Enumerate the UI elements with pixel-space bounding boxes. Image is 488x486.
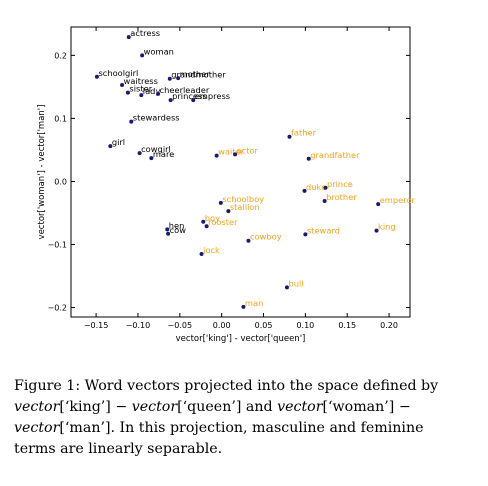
x-tick-label: 0.15: [338, 321, 356, 330]
point-label: stewardess: [133, 113, 180, 123]
y-tick-label: 0.0: [54, 177, 67, 186]
caption-text: . In this projection, masculine and femi…: [111, 420, 424, 436]
caption-math: vector: [14, 420, 59, 436]
caption-text: [‘man’]: [59, 420, 110, 436]
caption-text: [‘king’] −: [59, 399, 131, 415]
x-tick-label: 0.10: [296, 321, 314, 330]
point-label: woman: [144, 46, 174, 56]
point-label: grandfather: [310, 150, 360, 160]
point-label: brother: [326, 192, 357, 202]
y-tick-label: 0.1: [54, 114, 67, 123]
point-label: steward: [307, 225, 340, 235]
x-tick-label: 0.05: [255, 321, 273, 330]
x-tick-label: −0.05: [168, 321, 193, 330]
point-label: mother: [180, 69, 211, 79]
caption-text: and: [241, 399, 277, 415]
y-axis-label: vector['woman'] - vector['man']: [37, 105, 47, 240]
x-tick-label: −0.10: [126, 321, 151, 330]
point-label: girl: [112, 137, 125, 147]
scatter-chart: −0.15 −0.10 −0.05 0.00 0.05 0.10 0.15 0.20 0.2 0.…: [0, 0, 488, 370]
x-tick-label: −0.15: [84, 321, 109, 330]
caption-text: [‘queen’]: [177, 399, 241, 415]
y-tick-label: −0.2: [48, 304, 67, 313]
figure-caption: Figure 1: Word vectors projected into th…: [14, 376, 476, 460]
y-tick-label: 0.2: [54, 51, 67, 60]
x-tick-label: 0.00: [213, 321, 231, 330]
caption-line-3: vector[‘man’]. In this projection, mascu…: [14, 418, 476, 439]
point-label: king: [378, 222, 396, 232]
point-label: emperor: [380, 195, 416, 205]
caption-math: vector: [277, 399, 322, 415]
point-label: father: [291, 128, 317, 138]
caption-math: vector: [132, 399, 177, 415]
point-label: actor: [237, 145, 259, 155]
x-tick-label: 0.20: [380, 321, 398, 330]
caption-math: vector: [14, 399, 59, 415]
point-label: mare: [153, 149, 175, 159]
point-label: actress: [130, 28, 160, 38]
point-label: empress: [195, 91, 230, 101]
x-axis-label: vector['king'] - vector['queen']: [176, 334, 306, 344]
point-label: stallion: [230, 202, 260, 212]
point-label: jock: [202, 245, 220, 255]
point-label: bull: [288, 278, 303, 288]
point-label: man: [245, 298, 263, 308]
point-label: cow: [170, 225, 187, 235]
caption-line-2: vector[‘king’] − vector[‘queen’] and vec…: [14, 397, 476, 418]
caption-line-1: Figure 1: Word vectors projected into th…: [14, 376, 476, 397]
point-label: rooster: [208, 217, 238, 227]
caption-text: [‘woman’] −: [322, 399, 410, 415]
caption-line-4: terms are linearly separable.: [14, 439, 476, 460]
y-tick-label: −0.1: [48, 241, 67, 250]
point-label: duke: [306, 182, 326, 192]
point-label: cowboy: [250, 232, 282, 242]
point-label: prince: [327, 179, 353, 189]
